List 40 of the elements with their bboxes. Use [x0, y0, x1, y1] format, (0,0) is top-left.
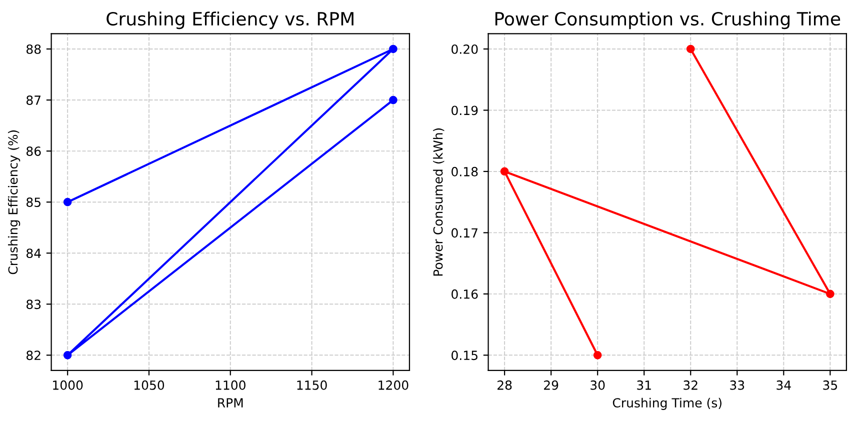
y-tick-label: 87 — [26, 95, 41, 105]
x-tick-label: 35 — [823, 380, 838, 390]
y-tick-label: 0.15 — [452, 350, 478, 360]
y-axis-title: Crushing Efficiency (%) — [8, 130, 20, 274]
y-tick-label: 85 — [26, 198, 40, 208]
x-tick-label: 33 — [730, 380, 744, 390]
y-tick-label: 88 — [26, 44, 41, 54]
x-tick-label: 29 — [544, 380, 558, 390]
point — [389, 44, 398, 54]
x-tick-label: 1000 — [53, 380, 83, 390]
y-tick-label: 0.18 — [452, 166, 478, 176]
y-tick-label: 84 — [26, 248, 41, 258]
x-axis-title: RPM — [218, 398, 243, 408]
y-tick-label: 83 — [26, 300, 41, 310]
y-axis-title: Power Consumed (kWh) — [433, 128, 444, 276]
y-tick-label: 82 — [26, 350, 40, 360]
y-tick-label: 86 — [26, 146, 41, 156]
x-tick-label: 31 — [637, 380, 651, 390]
point — [593, 351, 602, 360]
point — [63, 351, 72, 360]
point — [686, 44, 695, 54]
x-tick-label: 1150 — [297, 380, 327, 390]
y-tick-label: 0.17 — [452, 228, 478, 238]
x-tick-label: 34 — [776, 380, 791, 390]
chart-title: Power Consumption vs. Crushing Time — [495, 12, 840, 30]
x-tick-label: 32 — [684, 380, 698, 390]
y-tick-label: 0.20 — [452, 44, 478, 54]
point — [389, 96, 398, 104]
y-tick-label: 0.16 — [452, 289, 478, 299]
x-tick-label: 1050 — [134, 380, 164, 390]
y-tick-label: 0.19 — [452, 106, 478, 116]
x-axis-title: Crushing Time (s) — [612, 398, 722, 410]
x-tick-label: 1100 — [216, 380, 246, 390]
x-tick-label: 1200 — [378, 380, 408, 390]
x-tick-label: 28 — [498, 380, 512, 390]
point — [500, 167, 509, 176]
point — [826, 290, 834, 298]
chart-title: Crushing Efficiency vs. RPM — [106, 12, 354, 30]
x-tick-label: 30 — [590, 380, 605, 390]
point — [63, 198, 72, 206]
